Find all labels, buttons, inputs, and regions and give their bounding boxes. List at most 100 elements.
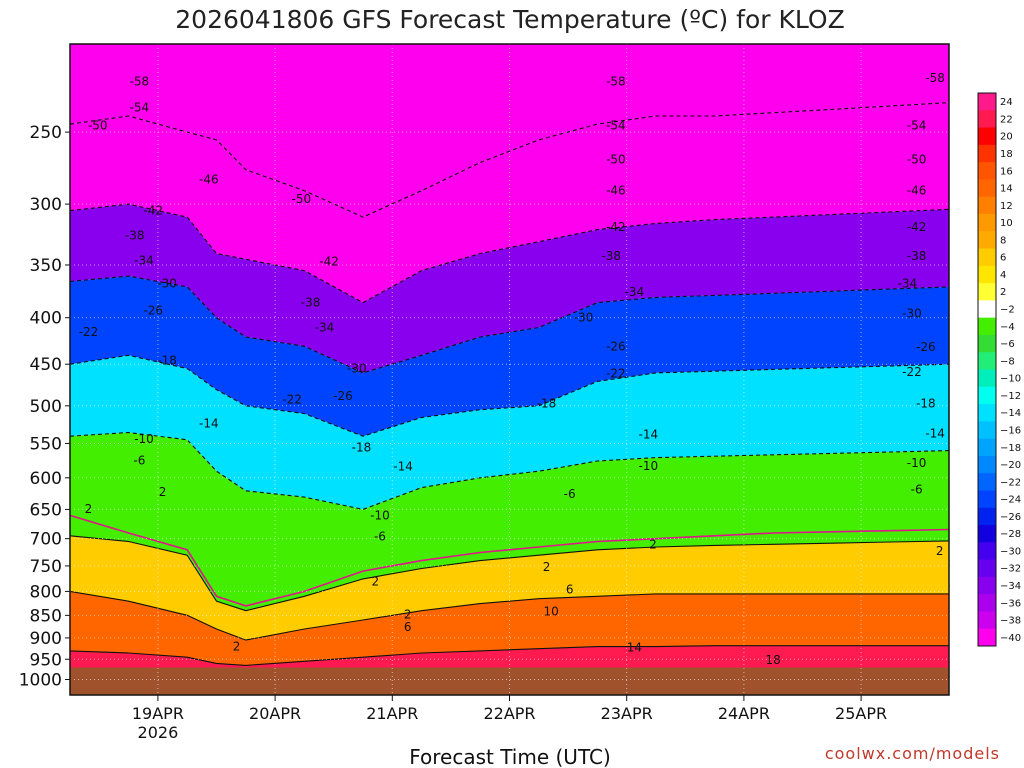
colorbar: 24 22 20 18 16 14 12 10 8 6 4 2 −2 −4 −6 −8 −10 −12 −14 −16… bbox=[977, 92, 1021, 647]
contour-label: -50 bbox=[606, 153, 626, 167]
colorbar-swatch bbox=[978, 611, 996, 630]
contour-label: -6 bbox=[133, 453, 145, 467]
colorbar-label: 2 bbox=[1000, 287, 1006, 298]
y-tick-label: 700 bbox=[30, 530, 62, 550]
contour-label: 2 bbox=[404, 607, 412, 621]
colorbar-label: −22 bbox=[1000, 477, 1021, 488]
colorbar-label: 4 bbox=[1000, 270, 1006, 281]
y-tick-label: 350 bbox=[30, 256, 62, 276]
colorbar-swatch bbox=[978, 93, 996, 111]
contour-label: -26 bbox=[916, 340, 936, 354]
contour-label: -58 bbox=[925, 71, 945, 85]
colorbar-label: 8 bbox=[1000, 235, 1006, 246]
contour-label: -18 bbox=[916, 396, 936, 410]
contour-label: -30 bbox=[157, 277, 177, 291]
chart-title: 2026041806 GFS Forecast Temperature (ºC)… bbox=[175, 5, 844, 34]
y-tick-label: 600 bbox=[30, 469, 62, 489]
y-tick-label: 800 bbox=[30, 582, 62, 602]
colorbar-swatch bbox=[978, 196, 996, 215]
colorbar-swatch bbox=[978, 576, 996, 595]
colorbar-swatch bbox=[978, 369, 996, 388]
x-tick-label: 21APR bbox=[366, 704, 418, 723]
contour-label: 2 bbox=[85, 502, 93, 516]
colorbar-label: 22 bbox=[1000, 114, 1013, 125]
x-tick-label: 20APR bbox=[249, 704, 301, 723]
colorbar-swatch bbox=[978, 248, 996, 267]
colorbar-swatch bbox=[978, 438, 996, 457]
colorbar-label: 6 bbox=[1000, 253, 1006, 264]
colorbar-label: −6 bbox=[1000, 339, 1015, 350]
contour-label: 10 bbox=[543, 605, 558, 619]
y-tick-label: 250 bbox=[30, 123, 62, 143]
contour-label: -50 bbox=[907, 153, 927, 167]
colorbar-label: −14 bbox=[1000, 408, 1021, 419]
contour-label: -14 bbox=[199, 417, 219, 431]
y-tick-label: 550 bbox=[30, 434, 62, 454]
contour-label: 6 bbox=[566, 582, 574, 596]
temperature-band bbox=[70, 44, 949, 218]
colorbar-swatch bbox=[978, 542, 996, 561]
contour-label: -10 bbox=[134, 432, 154, 446]
contour-label: -22 bbox=[79, 325, 99, 339]
colorbar-swatch bbox=[978, 473, 996, 491]
colorbar-swatch bbox=[978, 162, 996, 180]
contour-label: -42 bbox=[907, 220, 927, 234]
colorbar-swatch bbox=[978, 179, 996, 198]
contour-label: -54 bbox=[130, 101, 150, 115]
contour-label: -50 bbox=[292, 192, 312, 206]
contour-label: -46 bbox=[606, 184, 626, 198]
x-axis-label: Forecast Time (UTC) bbox=[409, 745, 611, 768]
colorbar-label: −38 bbox=[1000, 616, 1021, 627]
colorbar-label: −4 bbox=[1000, 322, 1015, 333]
y-tick-label: 400 bbox=[30, 309, 62, 329]
colorbar-label: −18 bbox=[1000, 443, 1021, 454]
colorbar-label: 16 bbox=[1000, 166, 1013, 177]
contour-label: -58 bbox=[606, 75, 626, 89]
contour-label: -38 bbox=[601, 249, 621, 263]
colorbar-frame bbox=[977, 92, 997, 647]
isotherm-line bbox=[70, 275, 949, 374]
y-tick-label: 1000 bbox=[19, 671, 62, 691]
contour-label: -22 bbox=[606, 367, 626, 381]
contour-label: -26 bbox=[606, 339, 626, 353]
contour-label: -26 bbox=[143, 304, 163, 318]
colorbar-swatch bbox=[978, 231, 996, 250]
plot-area: -58-54-50-46-42-38-34-30-26-22-18-14-10-… bbox=[69, 43, 950, 696]
x-tick-label: 25APR bbox=[835, 704, 887, 723]
contour-label: -42 bbox=[143, 204, 163, 218]
colorbar-label: −8 bbox=[1000, 356, 1015, 367]
colorbar-swatch bbox=[978, 317, 996, 336]
isotherm-line bbox=[70, 203, 949, 304]
isotherm-contours bbox=[70, 102, 949, 666]
y-tick-label: 900 bbox=[30, 629, 62, 649]
contour-label: 6 bbox=[404, 620, 412, 634]
contour-label: -46 bbox=[907, 184, 927, 198]
colorbar-swatch bbox=[978, 594, 996, 612]
colorbar-label: −20 bbox=[1000, 460, 1021, 471]
contour-label: -18 bbox=[352, 441, 372, 455]
colorbar-swatch bbox=[978, 352, 996, 370]
contour-label: -50 bbox=[88, 119, 108, 133]
colorbar-label: −28 bbox=[1000, 529, 1021, 540]
x-tick-label: 22APR bbox=[483, 704, 535, 723]
colorbar-swatch bbox=[978, 127, 996, 146]
colorbar-swatch bbox=[978, 525, 996, 543]
contour-label: -46 bbox=[199, 173, 219, 187]
contour-label: -54 bbox=[907, 119, 927, 133]
colorbar-label: 12 bbox=[1000, 201, 1013, 212]
colorbar-swatch bbox=[978, 507, 996, 526]
colorbar-label: 14 bbox=[1000, 184, 1013, 195]
ground-layer bbox=[70, 667, 949, 695]
isotherm-line bbox=[70, 431, 949, 510]
contour-label: -54 bbox=[606, 119, 626, 133]
colorbar-label: −2 bbox=[1000, 305, 1015, 316]
contour-labels: -58-54-50-46-42-38-34-30-26-22-18-14-10-… bbox=[79, 71, 945, 667]
contour-label: 14 bbox=[627, 640, 642, 654]
contour-label: -10 bbox=[370, 508, 390, 522]
contour-label: 2 bbox=[159, 485, 167, 499]
colorbar-swatch bbox=[978, 404, 996, 422]
x-tick-label: 19APR bbox=[132, 704, 184, 723]
y-tick-label: 750 bbox=[30, 557, 62, 577]
contour-label: 18 bbox=[766, 653, 781, 667]
